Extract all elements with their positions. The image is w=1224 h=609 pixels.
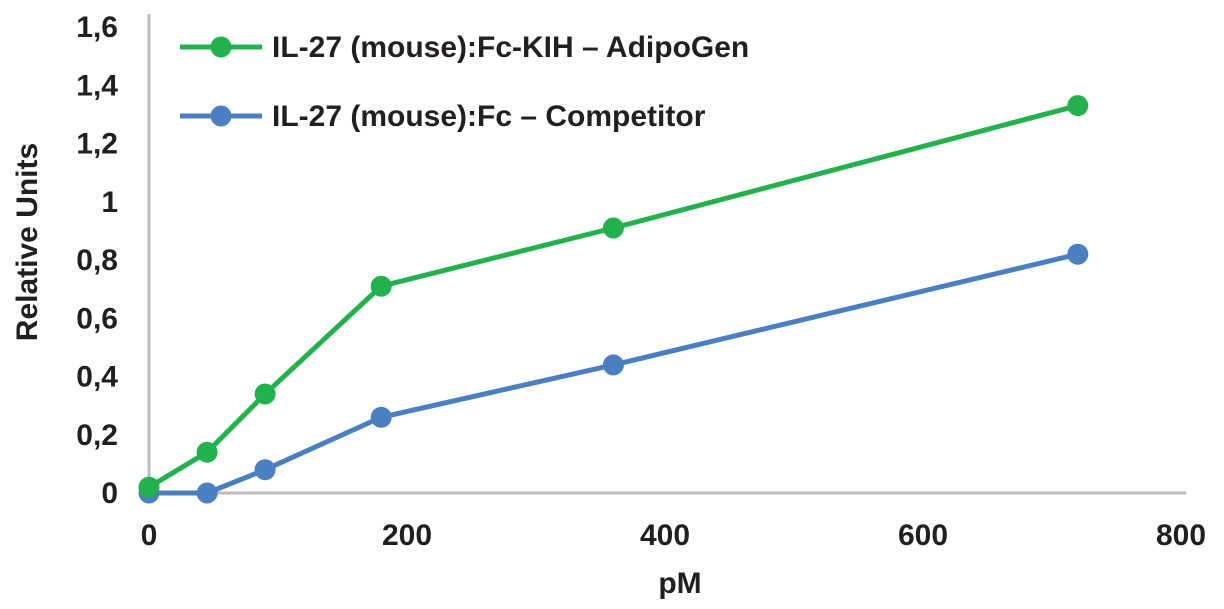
data-point[interactable] (196, 482, 218, 504)
x-tick-labels: 0 200 400 600 800 (141, 519, 1206, 552)
legend-item[interactable]: IL-27 (mouse):Fc – Competitor (180, 100, 706, 133)
legend-swatch-marker (210, 36, 232, 58)
y-tick-label: 1,4 (76, 69, 118, 102)
x-tick-label: 600 (898, 519, 948, 552)
data-point[interactable] (370, 406, 392, 428)
y-tick-label: 0,8 (76, 244, 118, 277)
data-point[interactable] (196, 441, 218, 463)
axes (147, 14, 1186, 495)
x-tick-label: 400 (640, 519, 690, 552)
data-point[interactable] (370, 275, 392, 297)
legend-swatch-marker (210, 105, 232, 127)
x-tick-label: 0 (141, 519, 158, 552)
data-point[interactable] (254, 383, 276, 405)
legend-label: IL-27 (mouse):Fc-KIH – AdipoGen (272, 31, 749, 64)
legend[interactable]: IL-27 (mouse):Fc-KIH – AdipoGen IL-27 (mo… (180, 31, 749, 133)
data-point[interactable] (602, 217, 624, 239)
y-tick-label: 0 (101, 477, 118, 510)
data-point[interactable] (138, 476, 160, 498)
x-axis-title: pM (658, 567, 701, 600)
data-point[interactable] (254, 459, 276, 481)
y-tick-label: 0,6 (76, 302, 118, 335)
legend-label: IL-27 (mouse):Fc – Competitor (272, 100, 706, 133)
series-line (147, 103, 1079, 490)
y-tick-label: 0,2 (76, 419, 118, 452)
series-1 (138, 95, 1089, 498)
legend-item[interactable]: IL-27 (mouse):Fc-KIH – AdipoGen (180, 31, 749, 64)
data-point[interactable] (1067, 243, 1089, 265)
y-tick-label: 1,2 (76, 128, 118, 161)
data-point[interactable] (1067, 95, 1089, 117)
y-axis-title: Relative Units (11, 143, 44, 341)
x-tick-label: 800 (1156, 519, 1206, 552)
x-tick-label: 200 (382, 519, 432, 552)
y-tick-labels: 0 0,2 0,4 0,6 0,8 1 1,2 1,4 1,6 (76, 11, 118, 510)
y-tick-label: 1 (101, 186, 118, 219)
series-layer (138, 95, 1089, 504)
y-tick-label: 1,6 (76, 11, 118, 44)
data-point[interactable] (602, 354, 624, 376)
y-tick-label: 0,4 (76, 361, 118, 394)
series-2 (138, 243, 1089, 504)
